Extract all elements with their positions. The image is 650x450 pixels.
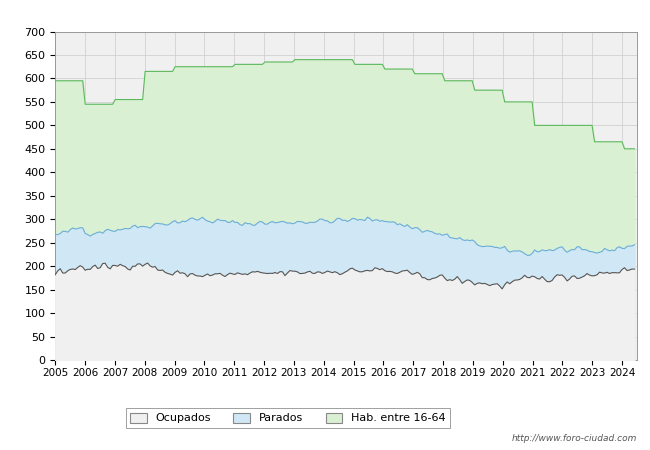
Legend: Ocupados, Parados, Hab. entre 16-64: Ocupados, Parados, Hab. entre 16-64 [125,408,450,428]
Text: Castilblanco - Evolucion de la poblacion en edad de Trabajar Mayo de 2024: Castilblanco - Evolucion de la poblacion… [64,10,586,24]
Text: http://www.foro-ciudad.com: http://www.foro-ciudad.com [512,434,637,443]
